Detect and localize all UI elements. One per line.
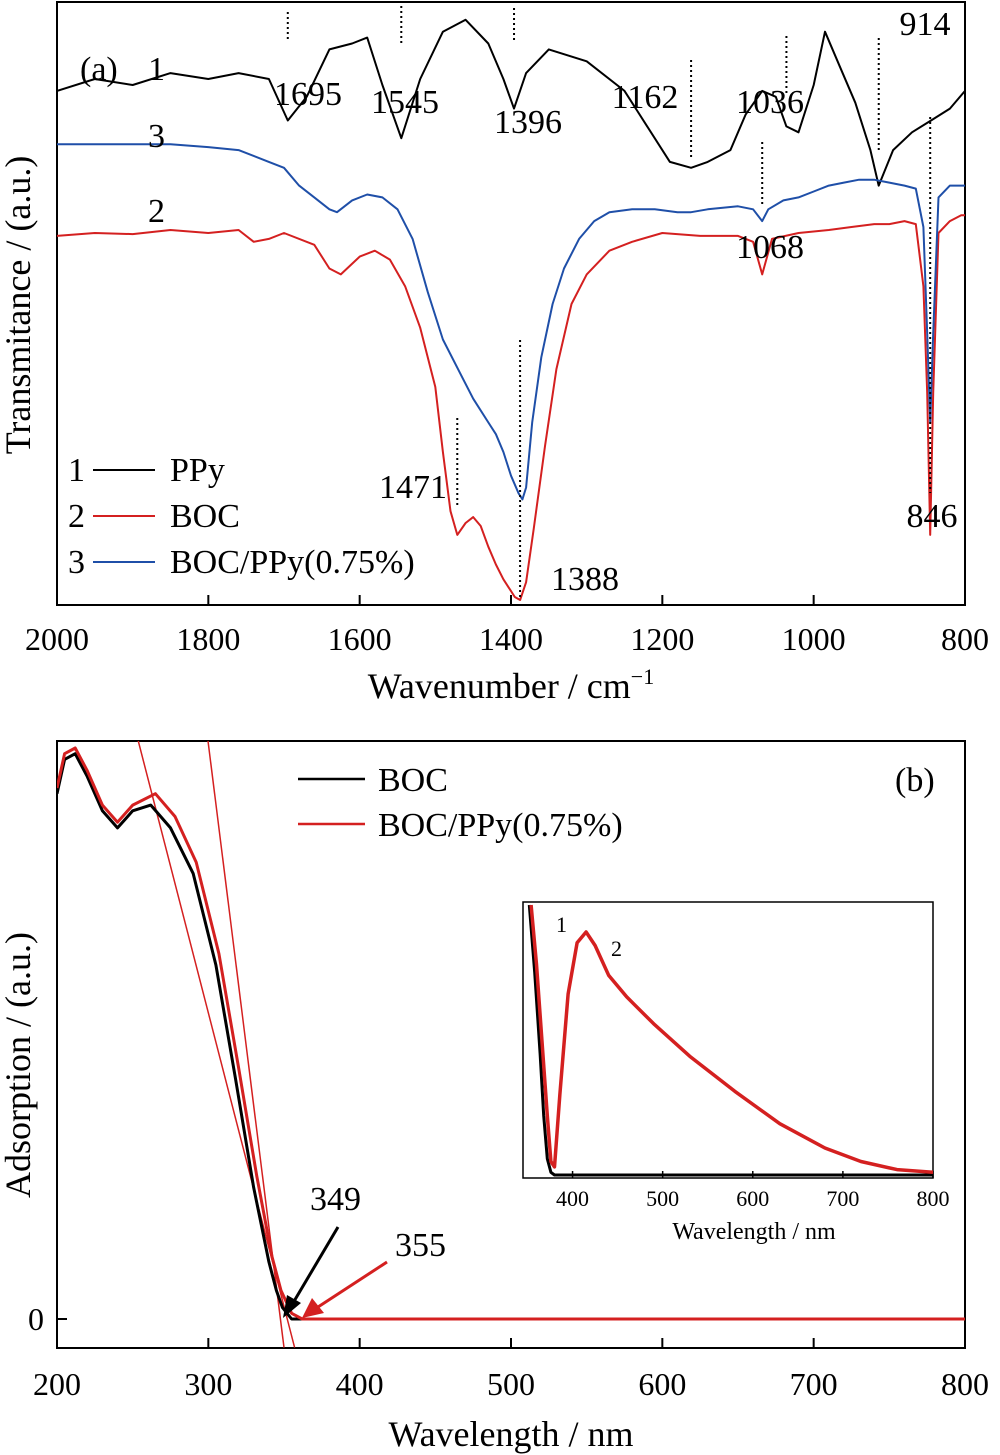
panel-b-x-axis-title: Wavelength / nm (388, 1414, 633, 1454)
inset-x-ticks: 400 500 600 700 800 (556, 1171, 950, 1211)
panel-a-peak-label-1471: 1471 (379, 469, 447, 506)
panel-a-y-axis-title: Transmitance / (a.u.) (0, 156, 38, 455)
panel-a-series-line-2 (57, 143, 965, 501)
inset-plot-frame (522, 901, 934, 1179)
inset-chart: 400 500 600 700 800 1 2 Wavelength / nm (522, 901, 950, 1245)
panel-a-x-axis-title: Wavenumber / cm−1 (368, 664, 654, 706)
inset-x-tick-label-0: 400 (556, 1186, 589, 1211)
annotation-355: 355 (395, 1227, 446, 1264)
arrow-355-shaft (317, 1260, 388, 1309)
curve-label-boc: 2 (148, 193, 165, 230)
panel-b-x-tick-label-1: 300 (184, 1366, 232, 1402)
panel-a-peak-label-1545: 1545 (371, 84, 439, 121)
inset-curve-label-1: 1 (556, 912, 567, 937)
panel-a-peak-label-1695: 1695 (274, 76, 342, 113)
inset-series-line-0 (527, 904, 933, 1177)
annotation-349: 349 (310, 1181, 361, 1218)
panel-b-y-tick-label-0: 0 (28, 1301, 44, 1337)
panel-b-x-tick-label-6: 800 (941, 1366, 989, 1402)
panel-b-x-tick-label-4: 600 (638, 1366, 686, 1402)
panel-b-x-tick-label-2: 400 (336, 1366, 384, 1402)
panel-a-peak-label-1162: 1162 (612, 79, 679, 116)
panel-a-x-tick-label-1: 1800 (176, 621, 240, 657)
panel-b-label: (b) (895, 762, 935, 799)
panel-a-x-axis-title-text: Wavenumber / cm (368, 666, 631, 706)
panel-a-peak-label-846: 846 (907, 498, 958, 535)
arrow-349-shaft (291, 1226, 340, 1304)
legend-number-ppy: 1 (68, 452, 85, 489)
panel-a-curves (56, 18, 966, 601)
curve-label-boc-ppy: 3 (148, 118, 165, 155)
legend-label-boc-ppy-b: BOC/PPy(0.75%) (378, 807, 623, 844)
panel-b-curves (57, 746, 965, 1321)
panel-a-x-tick-label-2: 1600 (328, 621, 392, 657)
panel-a-series-line-0 (56, 18, 966, 187)
panel-b-edge-annotations: 349 355 (283, 1181, 446, 1318)
panel-a-series-line-1 (56, 214, 965, 601)
panel-b-x-tick-label-5: 700 (790, 1366, 838, 1402)
arrow-355-head (302, 1298, 324, 1318)
inset-curves (527, 904, 933, 1177)
panel-a-x-tick-label-5: 1000 (782, 621, 846, 657)
panel-b-x-ticks: 200 300 400 500 600 700 800 (33, 1338, 989, 1402)
panel-b-series-line-1 (57, 746, 965, 1321)
panel-b-tangent-line-1 (137, 741, 296, 1348)
panel-b-legend: BOC BOC/PPy(0.75%) (298, 762, 623, 844)
panel-a-peak-label-1068: 1068 (736, 229, 804, 266)
legend-label-ppy: PPy (170, 452, 225, 489)
legend-label-boc-b: BOC (378, 762, 448, 799)
inset-x-tick-label-4: 800 (917, 1186, 950, 1211)
panel-a-peak-markers (286, 6, 932, 600)
panel-a-x-axis-title-superscript: −1 (631, 664, 654, 689)
panel-a-x-tick-label-6: 800 (941, 621, 989, 657)
inset-x-axis-title: Wavelength / nm (672, 1219, 836, 1245)
panel-a-peak-labels: 1695 1545 1396 1162 1036 914 1068 1471 1388 846 (274, 6, 958, 598)
panel-a-x-tick-label-0: 2000 (25, 621, 89, 657)
panel-a: 2000 1800 1600 1400 1200 1000 800 1695 1545 1396… (0, 1, 989, 706)
panel-b-y-axis-title: Adsorption / (a.u.) (0, 932, 38, 1198)
panel-a-x-ticks: 2000 1800 1600 1400 1200 1000 800 (25, 595, 989, 657)
inset-series-line-1 (529, 904, 933, 1175)
inset-x-tick-label-3: 700 (826, 1186, 859, 1211)
curve-label-ppy: 1 (148, 51, 165, 88)
panel-a-peak-label-914: 914 (900, 6, 951, 43)
panel-a-x-tick-label-3: 1400 (479, 621, 543, 657)
legend-label-boc: BOC (170, 498, 240, 535)
legend-number-boc-ppy: 3 (68, 544, 85, 581)
panel-b-x-tick-label-0: 200 (33, 1366, 81, 1402)
inset-curve-label-2: 2 (611, 936, 622, 961)
panel-b-x-tick-label-3: 500 (487, 1366, 535, 1402)
inset-x-tick-label-2: 600 (736, 1186, 769, 1211)
panel-a-peak-label-1036: 1036 (736, 84, 804, 121)
legend-label-boc-ppy: BOC/PPy(0.75%) (170, 544, 415, 581)
panel-a-x-tick-label-4: 1200 (630, 621, 694, 657)
arrow-349-head (283, 1295, 301, 1318)
panel-b: 200 300 400 500 600 700 800 0 (b) BOC BOC/PPy(… (0, 740, 989, 1454)
legend-number-boc: 2 (68, 498, 85, 535)
panel-a-peak-label-1396: 1396 (494, 104, 562, 141)
inset-x-tick-label-1: 500 (646, 1186, 679, 1211)
panel-a-label: (a) (80, 51, 118, 88)
panel-a-peak-label-1388: 1388 (551, 561, 619, 598)
panel-a-legend: 1 PPy 2 BOC 3 BOC/PPy(0.75%) (68, 452, 415, 581)
